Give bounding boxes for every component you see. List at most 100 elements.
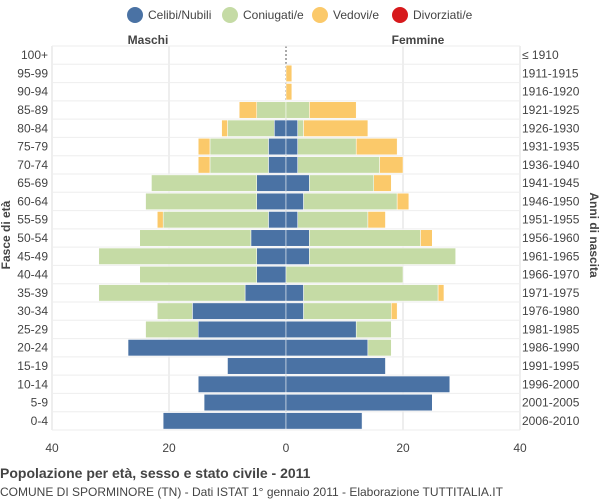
birth-year-tick-label: 1911-1915 (522, 66, 579, 80)
bar-female-55-59 (367, 211, 386, 229)
age-tick-label: 60-64 (17, 194, 48, 208)
age-tick-label: 55-59 (17, 213, 48, 227)
bar-male-80-84 (227, 119, 275, 137)
bar-female-0-4 (285, 412, 363, 430)
bar-female-80-84 (297, 119, 304, 137)
legend-swatch (392, 7, 408, 23)
grid (51, 45, 521, 431)
birth-year-tick-label: 1986-1990 (522, 341, 580, 355)
birth-year-tick-label: 1921-1925 (522, 103, 580, 117)
bar-female-75-79 (297, 138, 357, 156)
bar-female-80-84 (303, 119, 369, 137)
age-tick-label: 95-99 (17, 66, 48, 80)
birth-year-tick-label: 1946-1950 (522, 194, 580, 208)
bar-female-60-64 (303, 192, 398, 210)
bar-female-40-44 (285, 266, 404, 284)
age-tick-label: 30-34 (17, 304, 48, 318)
age-tick-label: 25-29 (17, 322, 48, 336)
legend-label: Coniugati/e (243, 8, 304, 22)
bar-female-25-29 (285, 320, 357, 338)
age-tick-label: 70-74 (17, 158, 48, 172)
bar-male-85-89 (256, 101, 287, 119)
bar-male-45-49 (98, 247, 257, 265)
bar-female-85-89 (285, 101, 310, 119)
age-labels: 100+ 95-99 90-94 85-89 80-84 75-79 70-74 65-69 6… (17, 48, 48, 428)
bar-male-35-39 (244, 284, 287, 302)
legend-swatch (127, 7, 143, 23)
age-tick-label: 15-19 (17, 359, 48, 373)
y-axis-title-left: Fasce di età (0, 200, 13, 269)
birth-year-tick-label: 1941-1945 (522, 176, 580, 190)
birth-year-tick-label: 1916-1920 (522, 85, 580, 99)
age-tick-label: 100+ (21, 48, 48, 62)
bar-male-75-79 (198, 138, 211, 156)
birth-year-tick-label: 1981-1985 (522, 322, 580, 336)
legend: Celibi/Nubili Coniugati/e Vedovi/e Divorzia… (127, 7, 473, 23)
age-tick-label: 80-84 (17, 121, 48, 135)
bar-male-75-79 (268, 138, 287, 156)
y-axis-title-right: Anni di nascita (587, 192, 600, 278)
bar-male-15-19 (227, 357, 287, 375)
x-tick-label: 20 (162, 441, 176, 455)
bar-female-50-54 (420, 229, 433, 247)
bar-male-55-59 (162, 211, 269, 229)
x-tick-label: 20 (396, 441, 410, 455)
birth-year-tick-label: ≤ 1910 (522, 48, 559, 62)
bar-male-40-44 (139, 266, 257, 284)
birth-year-tick-label: 1966-1970 (522, 268, 580, 282)
bar-female-75-79 (355, 138, 398, 156)
birth-year-tick-label: 1956-1960 (522, 231, 580, 245)
legend-swatch (312, 7, 328, 23)
bar-female-70-74 (297, 156, 380, 174)
bar-female-80-84 (285, 119, 298, 137)
bar-male-80-84 (274, 119, 287, 137)
birth-year-tick-label: 1936-1940 (522, 158, 580, 172)
legend-label: Celibi/Nubili (148, 8, 211, 22)
bar-female-70-74 (379, 156, 404, 174)
bar-female-85-89 (309, 101, 357, 119)
bar-female-35-39 (303, 284, 439, 302)
bar-male-55-59 (268, 211, 287, 229)
bar-female-30-34 (303, 302, 392, 320)
bar-male-70-74 (209, 156, 269, 174)
bar-female-35-39 (285, 284, 304, 302)
left-side-label: Maschi (128, 33, 169, 47)
bar-female-60-64 (285, 192, 304, 210)
bar-male-65-69 (151, 174, 257, 192)
birth-year-tick-label: 1951-1955 (522, 213, 580, 227)
bar-male-45-49 (256, 247, 287, 265)
right-side-label: Femmine (392, 33, 445, 47)
birth-year-labels: ≤ 1910 1911-1915 1916-1920 1921-1925 1926-19… (522, 48, 580, 428)
bar-female-20-24 (285, 339, 369, 357)
x-tick-labels: 40 20 0 20 40 (45, 441, 527, 455)
bar-male-70-74 (268, 156, 287, 174)
chart-title: Popolazione per età, sesso e stato civil… (0, 465, 311, 481)
legend-label: Divorziati/e (413, 8, 473, 22)
birth-year-tick-label: 1976-1980 (522, 304, 580, 318)
bar-male-50-54 (139, 229, 252, 247)
bar-male-5-9 (203, 394, 287, 412)
bar-male-25-29 (198, 320, 287, 338)
birth-year-tick-label: 1996-2000 (522, 377, 580, 391)
bar-male-50-54 (250, 229, 287, 247)
bar-male-10-14 (198, 375, 287, 393)
bar-female-5-9 (285, 394, 433, 412)
bar-male-55-59 (157, 211, 164, 229)
bar-female-55-59 (297, 211, 369, 229)
bar-male-65-69 (256, 174, 287, 192)
bar-female-45-49 (285, 247, 310, 265)
bar-male-0-4 (162, 412, 287, 430)
age-tick-label: 10-14 (17, 377, 48, 391)
bar-female-35-39 (437, 284, 445, 302)
age-tick-label: 65-69 (17, 176, 48, 190)
bar-female-50-54 (285, 229, 310, 247)
bar-female-75-79 (285, 138, 298, 156)
age-tick-label: 85-89 (17, 103, 48, 117)
bar-female-15-19 (285, 357, 386, 375)
bar-male-30-34 (157, 302, 193, 320)
x-tick-label: 40 (513, 441, 527, 455)
bar-female-95-99 (285, 64, 293, 82)
age-tick-label: 0-4 (31, 414, 49, 428)
x-tick-label: 0 (283, 441, 290, 455)
